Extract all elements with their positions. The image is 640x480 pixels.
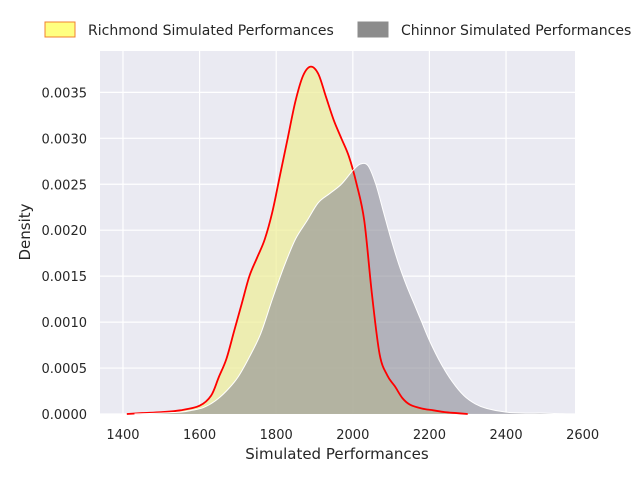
- y-tick-label: 0.0030: [42, 132, 88, 147]
- y-tick-label: 0.0035: [42, 86, 88, 101]
- x-tick-label: 2400: [490, 428, 523, 443]
- x-tick-label: 1800: [260, 428, 293, 443]
- density-line-richmond: [126, 65, 468, 415]
- legend-label-chinnor: Chinnor Simulated Performances: [401, 23, 631, 39]
- y-tick-label: 0.0025: [42, 178, 88, 193]
- legend-swatch-richmond: [44, 21, 76, 38]
- legend-label-richmond: Richmond Simulated Performances: [88, 23, 334, 39]
- x-axis-label: Simulated Performances: [245, 445, 429, 463]
- density-areas: [126, 66, 568, 414]
- x-axis-ticks: 1400 1600 1800 2000 2200 2400 2600: [106, 428, 599, 443]
- y-tick-label: 0.0000: [42, 408, 88, 423]
- legend: Richmond Simulated Performances Chinnor …: [44, 21, 631, 39]
- x-tick-label: 2200: [413, 428, 446, 443]
- x-tick-label: 2600: [566, 428, 599, 443]
- y-tick-label: 0.0010: [42, 316, 88, 331]
- density-line-chinnor: [134, 162, 568, 415]
- density-area-chinnor: [134, 163, 568, 414]
- y-axis-label: Density: [16, 203, 34, 260]
- density-lines: [126, 65, 568, 415]
- y-tick-label: 0.0015: [42, 270, 88, 285]
- x-tick-label: 2000: [336, 428, 369, 443]
- x-tick-label: 1600: [183, 428, 216, 443]
- y-tick-label: 0.0005: [42, 362, 88, 377]
- y-tick-label: 0.0020: [42, 224, 88, 239]
- legend-swatch-chinnor: [357, 21, 389, 38]
- x-tick-label: 1400: [106, 428, 139, 443]
- y-axis-ticks: 0.0000 0.0005 0.0010 0.0015 0.0020 0.0025 0.00…: [42, 86, 88, 423]
